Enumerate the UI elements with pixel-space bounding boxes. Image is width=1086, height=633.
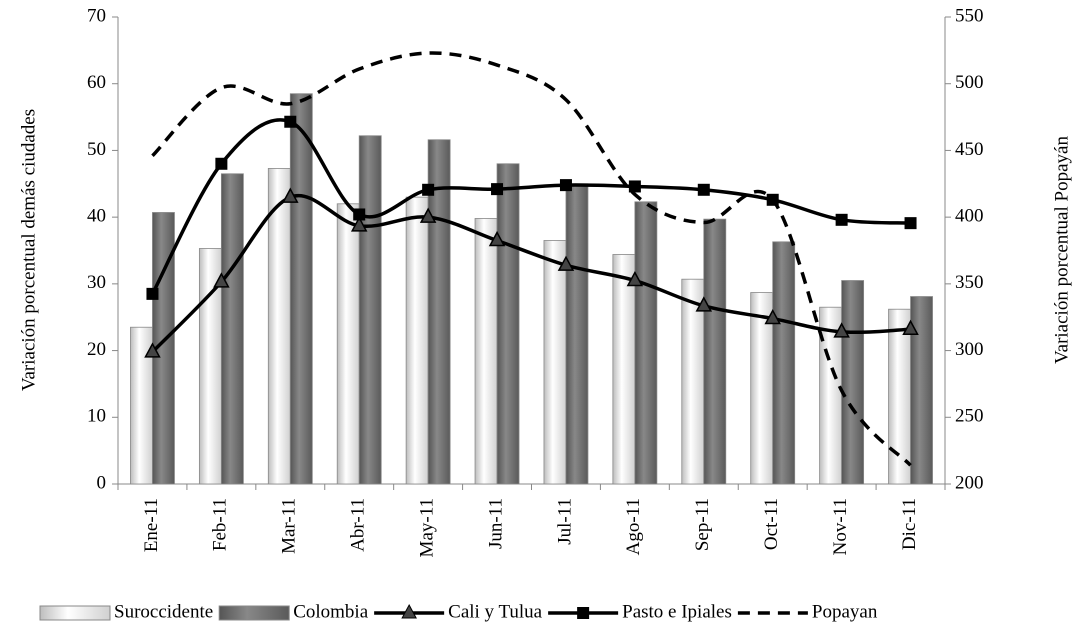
y-tick-label: 10 (87, 406, 106, 427)
marker (144, 342, 161, 358)
y2-tick-label: 200 (955, 472, 984, 493)
y2-axis-label: Variación porcentual Popayán (1051, 136, 1072, 364)
y2-tick-label: 350 (955, 272, 984, 293)
marker (559, 179, 572, 192)
x-tick-label: Jul-11 (554, 498, 575, 545)
bar (612, 254, 636, 485)
y-tick-label: 50 (87, 139, 106, 160)
y-tick-label: 70 (87, 5, 106, 26)
x-tick-label: Feb-11 (210, 498, 231, 551)
y2-tick-label: 450 (955, 139, 984, 160)
x-tick-label: Abr-11 (348, 498, 369, 552)
marker (695, 296, 713, 312)
bar (220, 173, 244, 485)
marker (215, 157, 228, 170)
x-tick-label: Mar-11 (279, 498, 300, 554)
x-tick-label: May-11 (416, 498, 437, 557)
legend-label: Popayan (812, 601, 878, 622)
marker (628, 180, 641, 193)
bar (565, 183, 589, 485)
legend-swatch (39, 605, 111, 621)
marker (697, 183, 710, 196)
marker (904, 217, 917, 230)
bar (543, 240, 567, 485)
bar (841, 280, 865, 485)
x-tick-label: Jun-11 (485, 498, 506, 549)
legend-label: Pasto e Ipiales (622, 601, 732, 622)
marker (282, 187, 299, 203)
x-tick-label: Ene-11 (141, 498, 162, 552)
x-tick-label: Ago-11 (623, 498, 644, 555)
marker (557, 255, 575, 271)
bar (267, 168, 291, 485)
marker (422, 183, 435, 196)
x-tick-label: Nov-11 (830, 498, 851, 555)
y2-tick-label: 500 (955, 72, 984, 93)
marker (284, 115, 297, 128)
bar (910, 296, 933, 485)
marker (835, 213, 848, 226)
y2-tick-label: 250 (955, 406, 984, 427)
bar (289, 93, 313, 485)
bar (358, 135, 382, 485)
x-tick-label: Sep-11 (692, 498, 713, 551)
bar (634, 201, 658, 485)
legend-label: Colombia (293, 601, 369, 622)
marker (419, 207, 437, 223)
marker (350, 216, 368, 232)
marker (213, 272, 230, 288)
y2-tick-label: 400 (955, 206, 984, 227)
y2-tick-label: 550 (955, 5, 984, 26)
bar (474, 218, 498, 485)
marker (626, 270, 644, 287)
x-tick-label: Oct-11 (761, 498, 782, 550)
legend-marker (401, 603, 417, 619)
bar (703, 218, 727, 485)
bar (888, 308, 911, 485)
legend-label: Suroccidente (114, 601, 213, 622)
y2-tick-label: 300 (955, 339, 984, 360)
bar (405, 196, 429, 485)
bar (496, 163, 520, 485)
bar (336, 203, 360, 485)
marker (764, 308, 781, 325)
legend-label: Cali y Tulua (448, 601, 543, 622)
y-tick-label: 60 (87, 72, 106, 93)
bar (427, 139, 451, 485)
series-line (150, 118, 911, 295)
legend-swatch (218, 605, 290, 621)
marker (488, 230, 506, 247)
legend-marker (577, 607, 590, 619)
y-axis-label: Variación porcentual demás ciudades (18, 109, 39, 391)
marker (491, 183, 504, 196)
y-tick-label: 30 (87, 272, 106, 293)
series-line (151, 51, 912, 467)
y-tick-label: 0 (97, 472, 107, 493)
bar (772, 241, 796, 485)
marker (833, 322, 850, 338)
marker (146, 287, 159, 300)
marker (902, 319, 919, 335)
series-line (151, 193, 911, 354)
y-tick-label: 40 (87, 206, 106, 227)
marker (353, 208, 366, 221)
y-tick-label: 20 (87, 339, 106, 360)
x-tick-label: Dic-11 (899, 498, 920, 550)
